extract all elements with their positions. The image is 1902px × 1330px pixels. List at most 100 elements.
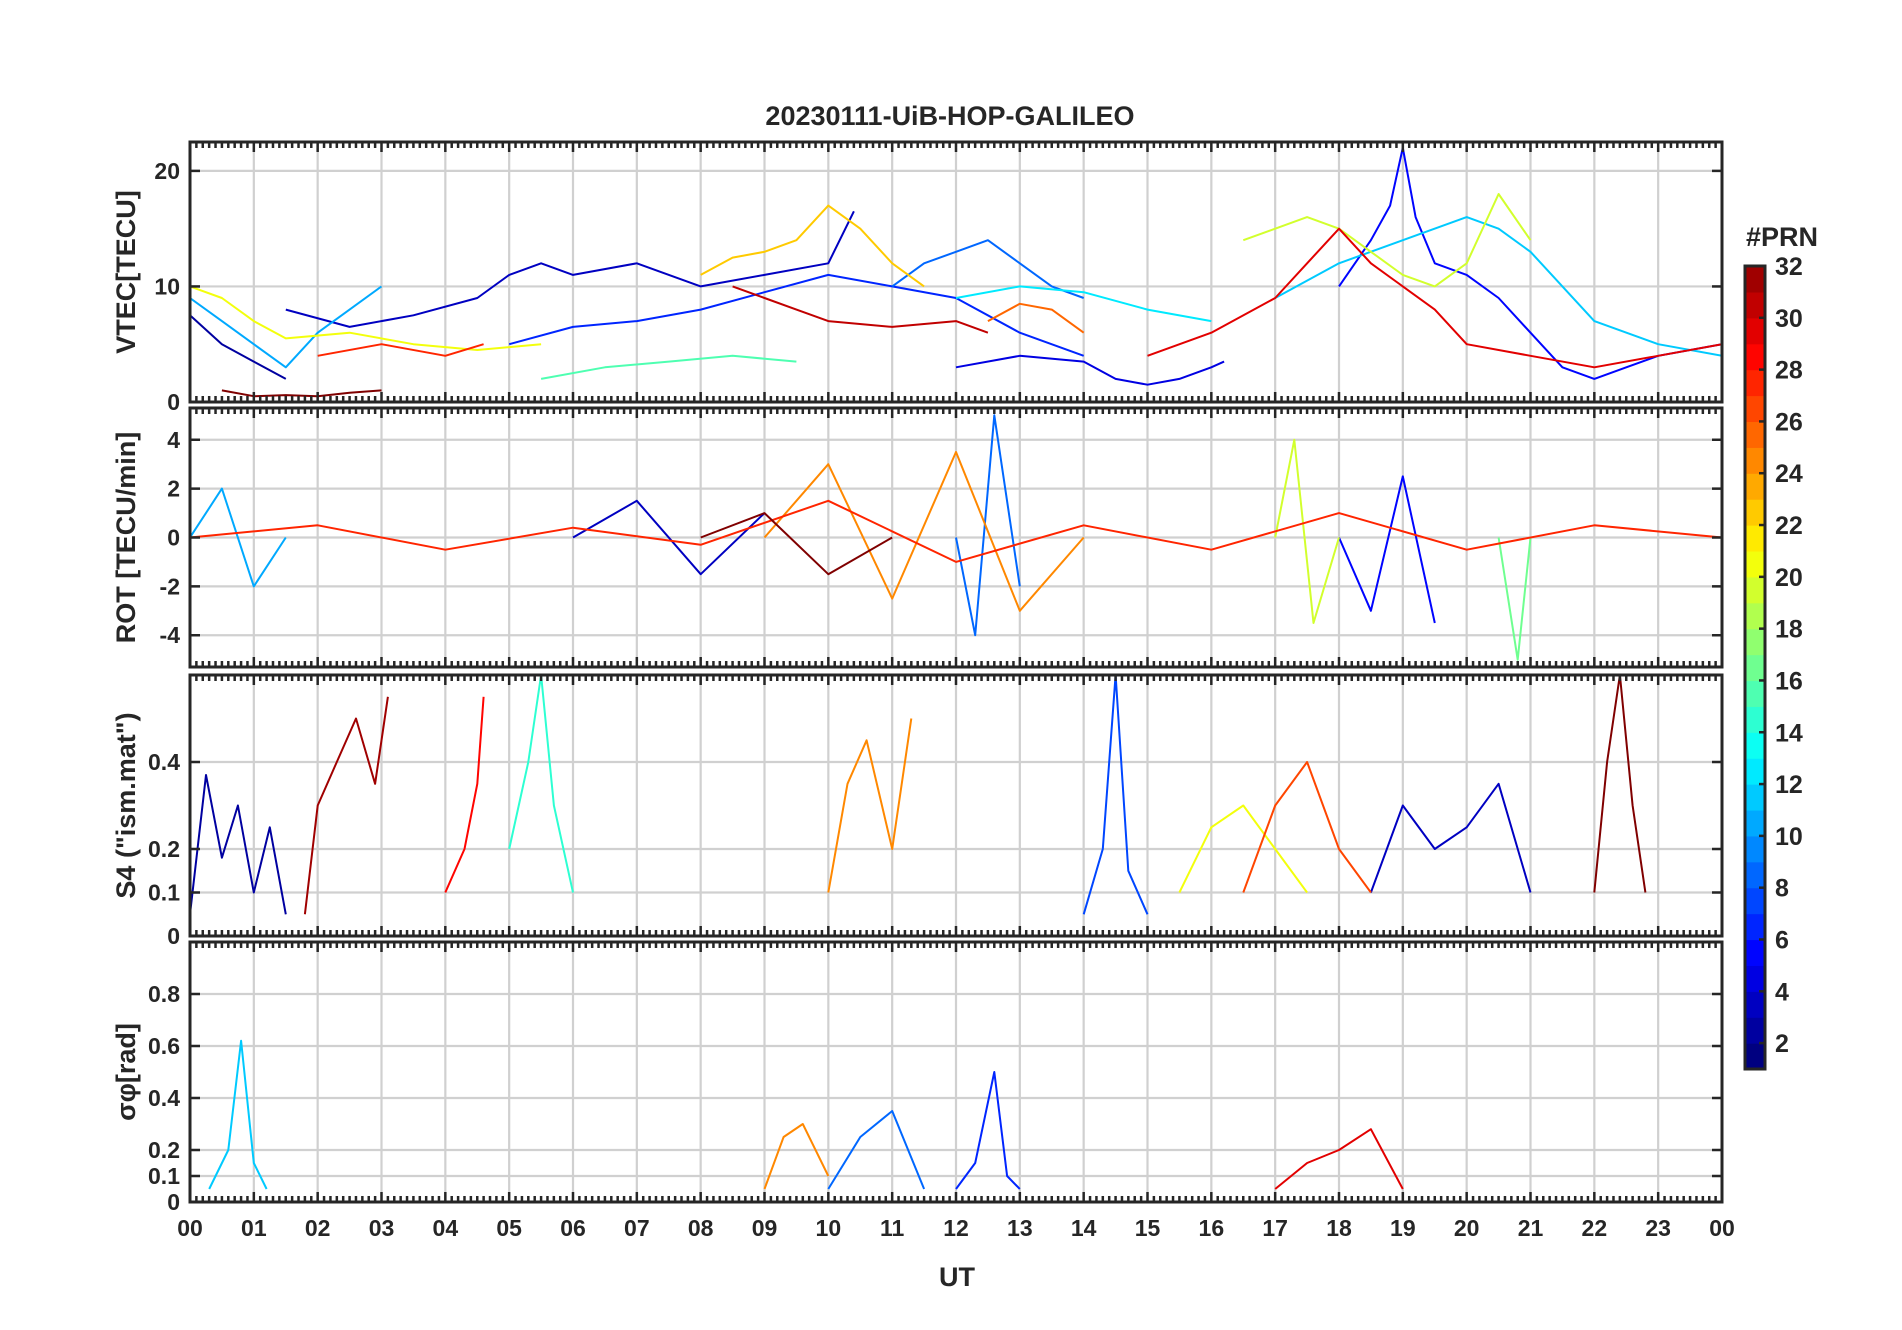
x-tick-label: 09	[752, 1215, 778, 1241]
x-tick-label: 11	[880, 1215, 905, 1241]
y-tick-label: 0.6	[148, 1033, 180, 1059]
series-prn-30	[732, 285, 989, 334]
x-tick-label: 08	[688, 1215, 714, 1241]
axes-frame-s4	[188, 673, 1724, 938]
colorbar-bin	[1745, 602, 1765, 630]
series-prn-32	[221, 389, 382, 398]
colorbar-bin	[1745, 550, 1765, 578]
x-tick-label: 10	[816, 1215, 842, 1241]
x-tick-label: 00	[177, 1215, 203, 1241]
y-axis-label-s4: S4 ("ism.mat")	[111, 712, 141, 898]
y-tick-label: 4	[167, 427, 180, 453]
y-tick-label: 0.8	[148, 981, 180, 1007]
colorbar-label: #PRN	[1746, 222, 1818, 252]
x-tick-label: 00	[1709, 1215, 1735, 1241]
x-tick-label: 17	[1262, 1215, 1288, 1241]
series-prn-3	[572, 499, 766, 576]
x-tick-label: 04	[433, 1215, 459, 1241]
x-tick-label: 06	[560, 1215, 586, 1241]
colorbar-bin	[1745, 266, 1765, 293]
series-prn-31	[303, 696, 389, 915]
x-axis-label: UT	[939, 1262, 975, 1292]
colorbar-tick-label: 12	[1775, 771, 1803, 799]
colorbar-tick-label: 20	[1775, 564, 1803, 592]
series-prn-8	[827, 1110, 926, 1190]
colorbar-bin	[1745, 1043, 1765, 1070]
x-tick-label: 22	[1582, 1215, 1608, 1241]
x-tick-label: 23	[1645, 1215, 1671, 1241]
colorbar-bin	[1745, 887, 1765, 915]
y-tick-label: 2	[167, 476, 180, 502]
chart-title: 20230111-UiB-HOP-GALILEO	[765, 101, 1134, 131]
series-prn-15	[540, 354, 797, 380]
series-group-s4	[190, 675, 1647, 915]
y-tick-label: -4	[160, 622, 181, 648]
series-prn-22	[700, 204, 925, 288]
x-ticks-rot	[188, 408, 1724, 667]
series-prn-29	[1147, 227, 1722, 369]
grid-sigma_phi	[190, 942, 1722, 1202]
colorbar-bin	[1745, 784, 1765, 811]
series-prn-32	[1593, 675, 1647, 893]
colorbar-tick-label: 18	[1775, 616, 1803, 644]
x-tick-label: 20	[1454, 1215, 1480, 1241]
series-group-vtec	[190, 146, 1722, 398]
series-prn-16	[1497, 537, 1532, 661]
colorbar-bin	[1745, 628, 1765, 656]
colorbar-bin	[1745, 291, 1765, 319]
colorbar-bin	[1745, 758, 1765, 785]
x-tick-label: 12	[943, 1215, 969, 1241]
colorbar-tick-label: 26	[1775, 408, 1803, 436]
colorbar-tick-label: 2	[1775, 1030, 1789, 1058]
colorbar-bin	[1745, 421, 1765, 448]
grid-s4	[190, 675, 1722, 936]
y-tick-label: -2	[160, 573, 180, 599]
series-prn-27	[190, 499, 1722, 563]
colorbar-tick-label: 6	[1775, 926, 1789, 954]
series-prn-4	[955, 354, 1225, 386]
y-tick-label: 0.4	[148, 1085, 180, 1111]
panel-sigma_phi: 00.10.2 0.4 0.6 0.8 σφ[rad]	[111, 940, 1724, 1215]
x-tick-label: 07	[624, 1215, 650, 1241]
series-group-rot	[190, 414, 1722, 661]
y-tick-label: 0.2	[148, 1137, 180, 1163]
series-prn-27	[317, 343, 484, 357]
panel-vtec: 0 10 20 VTEC[TECU]	[111, 140, 1724, 415]
axes-frame-rot	[188, 406, 1724, 669]
y-tick-label: 0.2	[148, 836, 180, 862]
colorbar-bin	[1745, 913, 1765, 941]
grid-vtec	[190, 142, 1722, 402]
colorbar-bin	[1745, 706, 1765, 733]
colorbar-bin	[1745, 809, 1765, 837]
y-tick-label: 10	[154, 273, 180, 299]
series-prn-24	[763, 1123, 830, 1190]
series-prn-12	[955, 285, 1212, 323]
colorbar-tick-label: 30	[1775, 305, 1803, 333]
colorbar-bin	[1745, 576, 1765, 604]
colorbar-tick-label: 32	[1775, 253, 1803, 281]
colorbar-bin	[1745, 1017, 1765, 1044]
y-tick-label: 20	[154, 158, 180, 184]
series-prn-6	[955, 1071, 1021, 1190]
colorbar-bin	[1745, 861, 1765, 889]
series-prn-2	[190, 314, 287, 380]
x-tick-label: 18	[1326, 1215, 1352, 1241]
series-prn-10	[190, 487, 287, 588]
colorbar-bin	[1745, 835, 1765, 863]
colorbar-tick-label: 14	[1775, 719, 1803, 747]
x-tick-label: 05	[496, 1215, 522, 1241]
x-tick-label: 02	[305, 1215, 331, 1241]
colorbar-tick-label: 28	[1775, 357, 1803, 385]
colorbar-bin	[1745, 473, 1765, 500]
series-prn-32	[700, 512, 893, 576]
colorbar-bin	[1745, 732, 1765, 759]
series-prn-2	[190, 774, 287, 915]
series-prn-24	[763, 451, 1085, 612]
series-prn-20	[190, 285, 542, 351]
x-tick-label: 21	[1518, 1215, 1544, 1241]
y-axis-label-rot: ROT [TECU/min]	[111, 432, 141, 643]
colorbar-bin	[1745, 965, 1765, 992]
